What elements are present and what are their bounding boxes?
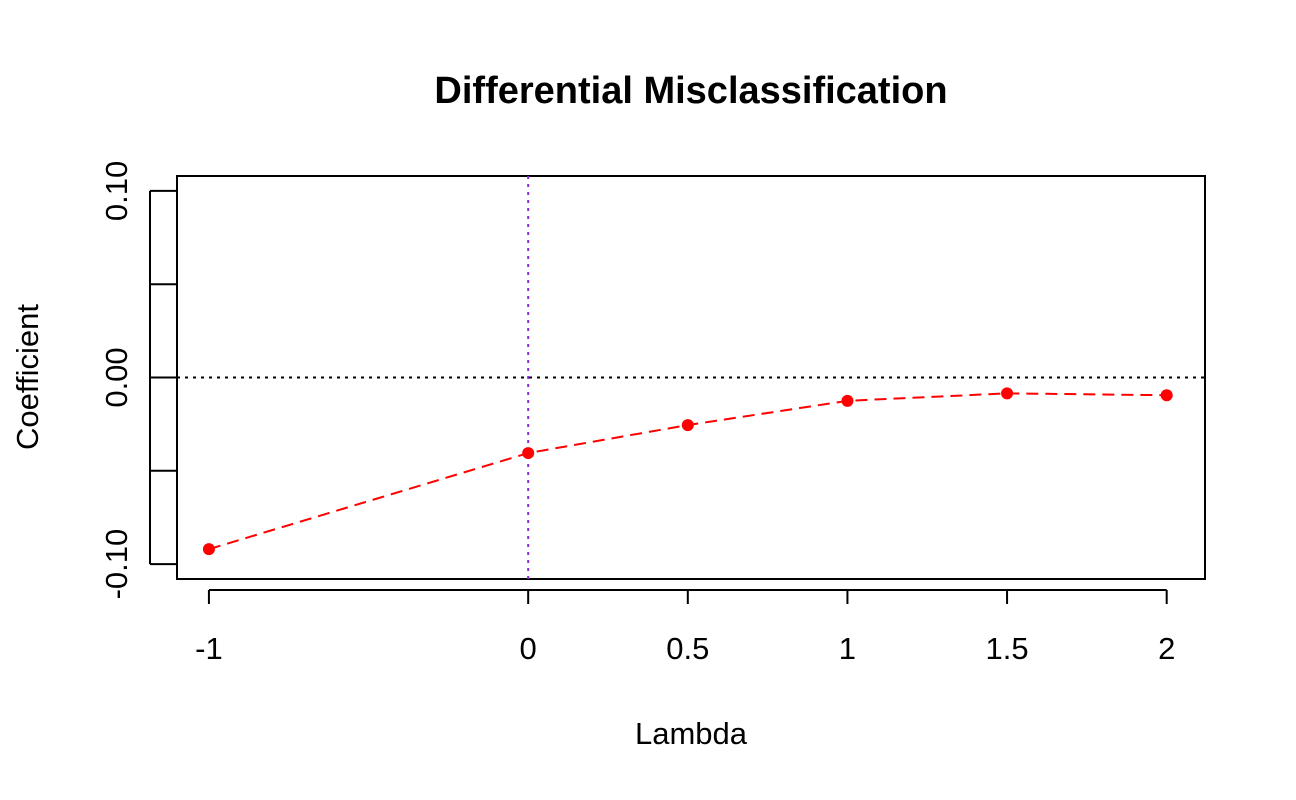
x-tick-label: 0 xyxy=(520,631,537,666)
y-tick-label: 0.00 xyxy=(99,347,134,407)
data-point xyxy=(841,394,854,407)
reference-lines xyxy=(177,176,1205,579)
data-point xyxy=(522,447,535,460)
series-line xyxy=(208,392,1167,551)
data-point xyxy=(681,419,694,432)
y-axis-label: Coefficient xyxy=(10,304,45,450)
y-tick-label: 0.10 xyxy=(99,161,134,221)
data-point xyxy=(1160,389,1173,402)
x-tick-label: 2 xyxy=(1158,631,1175,666)
series-layer xyxy=(202,387,1173,556)
data-point xyxy=(1001,387,1014,400)
y-tick-label: -0.10 xyxy=(99,529,134,600)
x-tick-label: 1.5 xyxy=(986,631,1029,666)
chart-title: Differential Misclassification xyxy=(434,70,947,112)
x-axis: -1 0 0.5 1 1.5 2 xyxy=(195,589,1175,666)
data-point xyxy=(202,543,215,556)
y-axis: -0.10 0.00 0.10 xyxy=(99,161,177,600)
x-tick-label: 0.5 xyxy=(666,631,709,666)
x-tick-label: -1 xyxy=(195,631,223,666)
x-axis-label: Lambda xyxy=(635,716,748,751)
x-tick-label: 1 xyxy=(839,631,856,666)
